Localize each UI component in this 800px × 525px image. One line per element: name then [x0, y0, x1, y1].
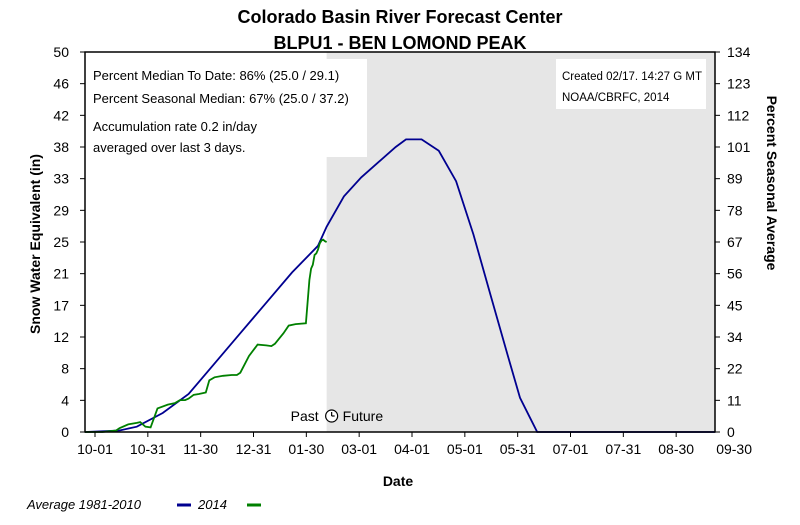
- x-tick-label: 11-30: [183, 441, 218, 457]
- future-label: Future: [343, 408, 384, 424]
- x-tick-label: 07-31: [605, 441, 641, 457]
- y2-tick-label: 123: [727, 76, 751, 92]
- annotation-percent-median-to-date: Percent Median To Date: 86% (25.0 / 29.1…: [93, 68, 339, 83]
- x-tick-label: 01-30: [288, 441, 324, 457]
- y-tick-label: 4: [61, 392, 69, 408]
- clock-icon: [325, 409, 339, 423]
- y-tick-label: 12: [53, 329, 69, 345]
- x-tick-label: 03-01: [341, 441, 377, 457]
- y-tick-label: 25: [53, 234, 69, 250]
- y2-tick-label: 45: [727, 297, 743, 313]
- y2-tick-label: 67: [727, 234, 743, 250]
- x-tick-label: 04-01: [394, 441, 430, 457]
- chart-title: Colorado Basin River Forecast Center: [237, 7, 562, 27]
- x-tick-label: 07-01: [553, 441, 589, 457]
- annotation-created: Created 02/17. 14:27 G MT: [562, 71, 702, 83]
- right-annotation-box: [556, 59, 706, 109]
- y-axis-label: Snow Water Equivalent (in): [27, 154, 43, 334]
- y2-axis-label: Percent Seasonal Average: [764, 96, 780, 271]
- past-label: Past: [291, 408, 319, 424]
- y-tick-label: 46: [53, 76, 69, 92]
- y-tick-label: 50: [53, 44, 69, 60]
- x-tick-label: 12-31: [236, 441, 272, 457]
- y2-tick-label: 11: [727, 392, 742, 408]
- y-tick-label: 8: [61, 361, 69, 377]
- x-tick-label: 05-31: [500, 441, 536, 457]
- x-tick-label: 09-30: [716, 441, 752, 457]
- legend-label-average: Average 1981-2010: [26, 497, 142, 512]
- y2-tick-label: 34: [727, 329, 743, 345]
- x-tick-label: 10-01: [77, 441, 113, 457]
- y2-tick-label: 89: [727, 171, 743, 187]
- legend: Average 1981-2010 2014: [26, 497, 261, 512]
- x-tick-label: 10-31: [130, 441, 166, 457]
- y-tick-label: 29: [53, 202, 69, 218]
- left-annotation-box: [86, 59, 367, 157]
- y2-tick-label: 78: [727, 202, 743, 218]
- y2-tick-label: 134: [727, 44, 751, 60]
- annotation-source: NOAA/CBRFC, 2014: [562, 92, 670, 104]
- series-2014-line: [85, 238, 327, 433]
- y-axis-right: 0 11 22 34 45 56 67 78 89 101 112 123 134: [715, 44, 751, 440]
- future-shaded-region: [326, 52, 715, 432]
- y2-tick-label: 101: [727, 139, 751, 155]
- y-tick-label: 38: [53, 139, 69, 155]
- y2-tick-label: 56: [727, 266, 743, 282]
- y-tick-label: 17: [53, 297, 69, 313]
- legend-label-2014: 2014: [197, 497, 227, 512]
- annotation-averaged-over: averaged over last 3 days.: [93, 140, 245, 155]
- y2-tick-label: 22: [727, 361, 743, 377]
- x-tick-label: 08-30: [658, 441, 694, 457]
- y-tick-label: 21: [53, 266, 69, 282]
- y-tick-label: 0: [61, 424, 69, 440]
- x-tick-label: 05-01: [447, 441, 483, 457]
- chart-subtitle: BLPU1 - BEN LOMOND PEAK: [273, 33, 526, 53]
- x-axis: 10-01 10-31 11-30 12-31 01-30 03-01 04-01 05-01…: [77, 432, 752, 457]
- y-tick-label: 42: [53, 107, 69, 123]
- x-axis-label: Date: [383, 473, 414, 489]
- y-axis-left: 0 4 8 12 17 21 25 29 33 38 42 46 50: [53, 44, 85, 440]
- y2-tick-label: 0: [727, 424, 735, 440]
- y-tick-label: 33: [53, 171, 69, 187]
- annotation-percent-seasonal-median: Percent Seasonal Median: 67% (25.0 / 37.…: [93, 91, 349, 106]
- y2-tick-label: 112: [727, 107, 750, 123]
- annotation-accumulation-rate: Accumulation rate 0.2 in/day: [93, 119, 258, 134]
